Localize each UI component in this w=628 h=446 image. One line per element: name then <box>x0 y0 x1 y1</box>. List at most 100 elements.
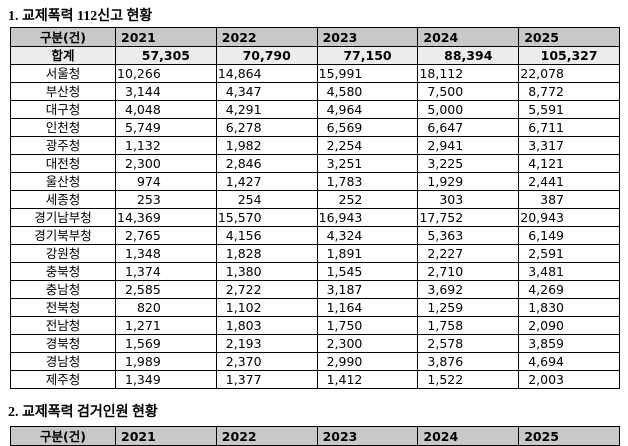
table-cell: 2025 <box>518 426 620 446</box>
table-cell: 16,943 <box>316 208 419 227</box>
row-label: 경남청 <box>10 352 116 371</box>
table-cell: 4,580 <box>316 82 419 101</box>
table-cell: 2,591 <box>518 244 620 263</box>
table-cell: 14,369 <box>115 208 217 227</box>
table-cell: 2,710 <box>417 262 520 281</box>
table-cell: 1,830 <box>518 298 620 317</box>
table-cell: 1,374 <box>115 262 217 281</box>
section-title: 2. 교제폭력 검거인원 현황 <box>8 405 158 420</box>
table-cell: 3,692 <box>417 280 520 299</box>
row-label: 충북청 <box>10 262 116 281</box>
table-cell: 57,305 <box>115 46 217 65</box>
table-cell: 1,412 <box>316 370 419 389</box>
row-label: 경기북부청 <box>10 226 116 245</box>
table-cell: 77,150 <box>316 46 419 65</box>
table-row: 구분(건) 2021 2022 2023 2024 2025 <box>10 426 620 446</box>
table-cell: 1,380 <box>215 262 318 281</box>
table-cell: 4,048 <box>115 100 217 119</box>
table-cell: 4,324 <box>316 226 419 245</box>
table-cell: 1,164 <box>316 298 419 317</box>
table-cell: 3,144 <box>115 82 217 101</box>
table-cell: 2,370 <box>215 352 318 371</box>
table-cell: 1,989 <box>115 352 217 371</box>
table-cell: 8,772 <box>518 82 620 101</box>
table-cell: 1,377 <box>215 370 318 389</box>
table-cell: 15,991 <box>316 64 419 83</box>
table-cell: 105,327 <box>518 46 620 65</box>
table-cell: 1,348 <box>115 244 217 263</box>
table-cell: 1,271 <box>115 316 217 335</box>
table-cell: 2024 <box>417 27 520 47</box>
table-row: 대구청 4,048 4,291 4,964 5,000 5,591 <box>10 100 620 119</box>
table-cell: 1,349 <box>115 370 217 389</box>
table-cell: 4,269 <box>518 280 620 299</box>
table-cell: 253 <box>115 190 217 209</box>
table-cell: 254 <box>215 190 318 209</box>
table-cell: 10,266 <box>115 64 217 83</box>
row-label: 대전청 <box>10 154 116 173</box>
table-cell: 5,363 <box>417 226 520 245</box>
table-cell: 2,300 <box>115 154 217 173</box>
row-label: 구분(건) <box>10 426 116 446</box>
table-cell: 4,694 <box>518 352 620 371</box>
table-row: 경기북부청 2,765 4,156 4,324 5,363 6,149 <box>10 226 620 245</box>
table-cell: 7,500 <box>417 82 520 101</box>
table-cell: 20,943 <box>518 208 620 227</box>
table-cell: 1,750 <box>316 316 419 335</box>
table-cell: 6,711 <box>518 118 620 137</box>
row-label: 경북청 <box>10 334 116 353</box>
table-cell: 252 <box>316 190 419 209</box>
table-row: 인천청 5,749 6,278 6,569 6,647 6,711 <box>10 118 620 137</box>
table-row: 전남청 1,271 1,803 1,750 1,758 2,090 <box>10 316 620 335</box>
table-cell: 6,569 <box>316 118 419 137</box>
table-row: 제주청 1,349 1,377 1,412 1,522 2,003 <box>10 370 620 389</box>
table-cell: 1,828 <box>215 244 318 263</box>
table-row: 경기남부청 14,369 15,570 16,943 17,752 20,943 <box>10 208 620 227</box>
table-cell: 1,132 <box>115 136 217 155</box>
table-cell: 2022 <box>215 27 318 47</box>
row-label: 전남청 <box>10 316 116 335</box>
table-cell: 2,227 <box>417 244 520 263</box>
table-cell: 1,545 <box>316 262 419 281</box>
table-cell: 1,783 <box>316 172 419 191</box>
table-cell: 2,003 <box>518 370 620 389</box>
table-cell: 14,864 <box>215 64 318 83</box>
table-cell: 22,078 <box>518 64 620 83</box>
row-label: 구분(건) <box>10 27 116 47</box>
table-cell: 15,570 <box>215 208 318 227</box>
table-cell: 4,964 <box>316 100 419 119</box>
table-cell: 4,347 <box>215 82 318 101</box>
table-row: 합계 57,305 70,790 77,150 88,394 105,327 <box>10 46 620 65</box>
table-row: 충남청 2,585 2,722 3,187 3,692 4,269 <box>10 280 620 299</box>
table-cell: 2,846 <box>215 154 318 173</box>
table-row: 대전청 2,300 2,846 3,251 3,225 4,121 <box>10 154 620 173</box>
row-label: 광주청 <box>10 136 116 155</box>
table-cell: 4,156 <box>215 226 318 245</box>
table-row: 충북청 1,374 1,380 1,545 2,710 3,481 <box>10 262 620 281</box>
table-cell: 6,647 <box>417 118 520 137</box>
table-cell: 820 <box>115 298 217 317</box>
table-cell: 4,291 <box>215 100 318 119</box>
row-label: 인천청 <box>10 118 116 137</box>
table-row: 서울청 10,266 14,864 15,991 18,112 22,078 <box>10 64 620 83</box>
table-cell: 2,193 <box>215 334 318 353</box>
table-cell: 3,876 <box>417 352 520 371</box>
table-cell: 1,569 <box>115 334 217 353</box>
row-label: 전북청 <box>10 298 116 317</box>
table-cell: 5,000 <box>417 100 520 119</box>
table-cell: 2,722 <box>215 280 318 299</box>
table-row: 세종청 253 254 252 303 387 <box>10 190 620 209</box>
table-cell: 6,278 <box>215 118 318 137</box>
row-label: 경기남부청 <box>10 208 116 227</box>
table-cell: 4,121 <box>518 154 620 173</box>
table-row: 광주청 1,132 1,982 2,254 2,941 3,317 <box>10 136 620 155</box>
table-cell: 974 <box>115 172 217 191</box>
table-cell: 6,149 <box>518 226 620 245</box>
table-row: 경남청 1,989 2,370 2,990 3,876 4,694 <box>10 352 620 371</box>
table-cell: 1,102 <box>215 298 318 317</box>
report-table: 구분(건) 2021 2022 2023 2024 2025 합계 57,305 70,790 7… <box>10 27 620 389</box>
table-cell: 2024 <box>417 426 520 446</box>
table-cell: 387 <box>518 190 620 209</box>
table-cell: 1,259 <box>417 298 520 317</box>
